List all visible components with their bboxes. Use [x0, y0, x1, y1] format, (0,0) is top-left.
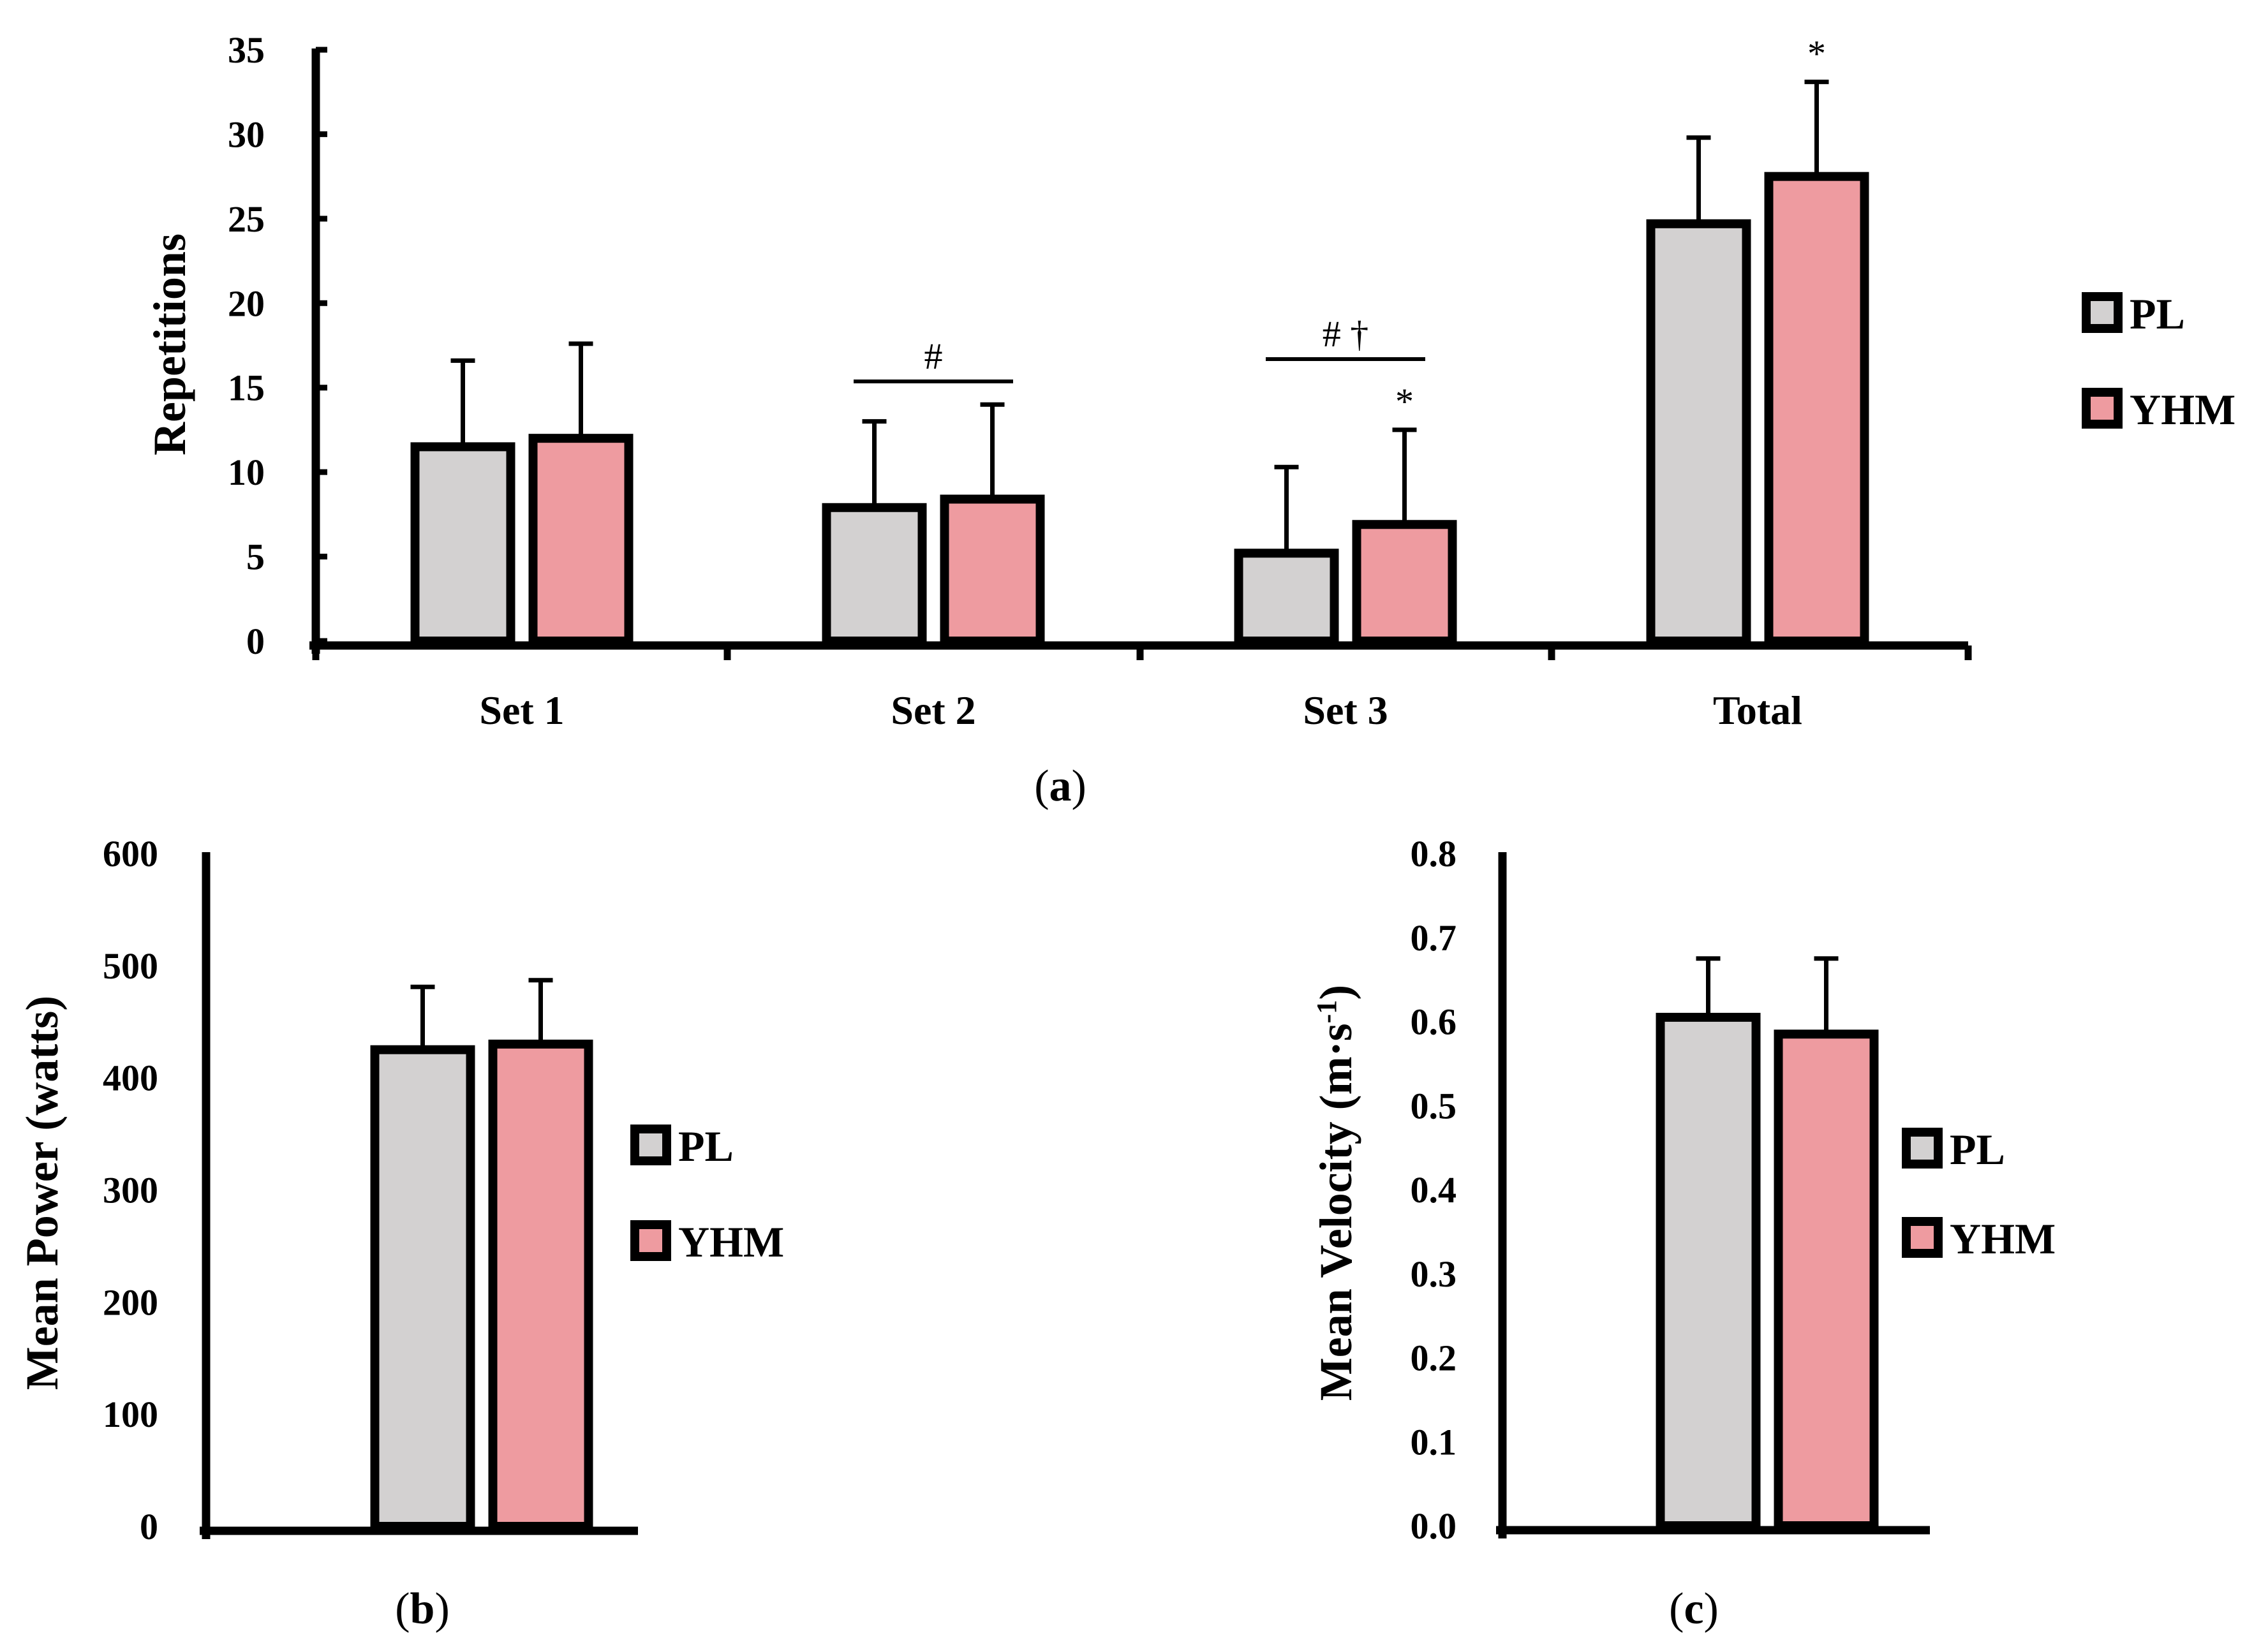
y-tick-label: 500 — [103, 945, 158, 987]
caption-letter: c — [1684, 1584, 1703, 1634]
x-tick-label: Set 3 — [1303, 688, 1388, 733]
caption-open: ( — [1669, 1584, 1684, 1634]
legend-swatch-pl — [2082, 292, 2123, 333]
caption-open: ( — [1034, 762, 1049, 811]
y-tick-label: 0.0 — [1411, 1505, 1457, 1547]
y-tick-label: 200 — [103, 1281, 158, 1323]
bar-yhm — [940, 494, 1045, 646]
bar-yhm — [1774, 1029, 1879, 1530]
legend-item-yhm: YHM — [1902, 1214, 2056, 1263]
y-axis-title-sup: -1 — [1311, 1000, 1342, 1024]
y-tick-label: 0.3 — [1411, 1253, 1457, 1295]
legend-label: YHM — [2130, 385, 2235, 434]
legend-label: PL — [1950, 1125, 2005, 1174]
bar-pl — [1234, 549, 1339, 645]
y-tick-label: 300 — [103, 1170, 158, 1211]
y-tick-label: 400 — [103, 1058, 158, 1099]
caption-letter: a — [1049, 762, 1072, 811]
y-tick-label: 0.7 — [1411, 917, 1457, 959]
legend-swatch-pl — [1902, 1128, 1943, 1169]
legend-item-pl: PL — [630, 1122, 734, 1170]
x-tick-label: Set 2 — [891, 688, 975, 733]
y-axis-title-text: Repetitions — [144, 233, 195, 455]
x-tick-label: Total — [1713, 688, 1802, 733]
y-axis-title: Repetitions — [144, 233, 195, 455]
y-tick-label: 0.8 — [1411, 833, 1457, 874]
y-tick-label: 100 — [103, 1394, 158, 1435]
y-tick-label: 0.4 — [1411, 1169, 1457, 1211]
bar-yhm — [488, 1039, 593, 1531]
chart-a: 0 5 10 15 20 25 30 35 Set 1 Set 2 Set 3 Total Repeti… — [144, 29, 2235, 811]
legend-swatch-yhm — [1902, 1217, 1943, 1258]
y-tick-label: 25 — [228, 198, 265, 240]
bar-pl — [370, 1045, 475, 1531]
legend-item-yhm: YHM — [2082, 385, 2235, 434]
y-axis-title-text: Mean Velocity (m·s — [1310, 1023, 1361, 1401]
y-tick-label: 0.2 — [1411, 1338, 1457, 1379]
caption-close: ) — [434, 1584, 449, 1634]
y-tick-label: 0 — [140, 1506, 158, 1547]
bar-yhm — [1352, 520, 1457, 646]
bar-pl — [1646, 219, 1751, 645]
caption-letter: b — [410, 1584, 435, 1634]
significance-marker: # † — [1323, 313, 1369, 355]
significance-marker: # — [924, 336, 943, 377]
y-axis-title-close: ) — [1310, 985, 1361, 1000]
legend-swatch-pl — [630, 1125, 671, 1165]
y-tick-label: 0.5 — [1411, 1085, 1457, 1126]
bar-pl — [1656, 1012, 1761, 1530]
bar-yhm — [528, 434, 634, 646]
legend-item-pl: PL — [1902, 1125, 2005, 1174]
y-tick-label: 0.1 — [1411, 1421, 1457, 1463]
y-axis-title: Mean Power (watts) — [17, 996, 68, 1390]
caption-close: ) — [1072, 762, 1086, 811]
chart-b: 0 100 200 300 400 500 600 Mean Power (watts) PL Y… — [17, 833, 784, 1634]
significance-star: * — [1807, 33, 1826, 74]
legend-label: PL — [2130, 290, 2185, 338]
legend-item-yhm: YHM — [630, 1218, 784, 1266]
significance-star: * — [1395, 381, 1414, 422]
y-axis-title-text: Mean Power (watts) — [17, 996, 68, 1390]
bar-pl — [410, 442, 515, 646]
caption-close: ) — [1704, 1584, 1719, 1634]
legend-label: YHM — [678, 1218, 784, 1266]
y-tick-label: 600 — [103, 833, 158, 874]
bar-yhm — [1764, 172, 1869, 645]
y-tick-label: 15 — [228, 367, 265, 409]
y-tick-label: 35 — [228, 29, 265, 71]
y-tick-label: 30 — [228, 114, 265, 155]
y-tick-label: 20 — [228, 283, 265, 324]
y-tick-label: 5 — [246, 536, 265, 578]
caption-open: ( — [395, 1584, 410, 1634]
y-tick-label: 0.6 — [1411, 1001, 1457, 1043]
legend-swatch-yhm — [2082, 388, 2123, 429]
legend-label: PL — [678, 1122, 734, 1170]
y-axis-title: Mean Velocity (m·s-1) — [1310, 985, 1361, 1401]
panel-caption: (c) — [1669, 1584, 1719, 1634]
x-tick-label: Set 1 — [479, 688, 564, 733]
panel-caption: (b) — [395, 1584, 450, 1634]
bar-pl — [822, 503, 927, 646]
legend-item-pl: PL — [2082, 290, 2185, 338]
y-tick-label: 10 — [228, 452, 265, 493]
y-tick-label: 0 — [246, 621, 265, 662]
legend-label: YHM — [1950, 1214, 2056, 1263]
legend-swatch-yhm — [630, 1220, 671, 1261]
chart-c: 0.0 0.1 0.2 0.3 0.4 0.5 0.6 0.7 0.8 Mean Velocity… — [1310, 833, 2056, 1634]
panel-caption: (a) — [1034, 762, 1086, 811]
